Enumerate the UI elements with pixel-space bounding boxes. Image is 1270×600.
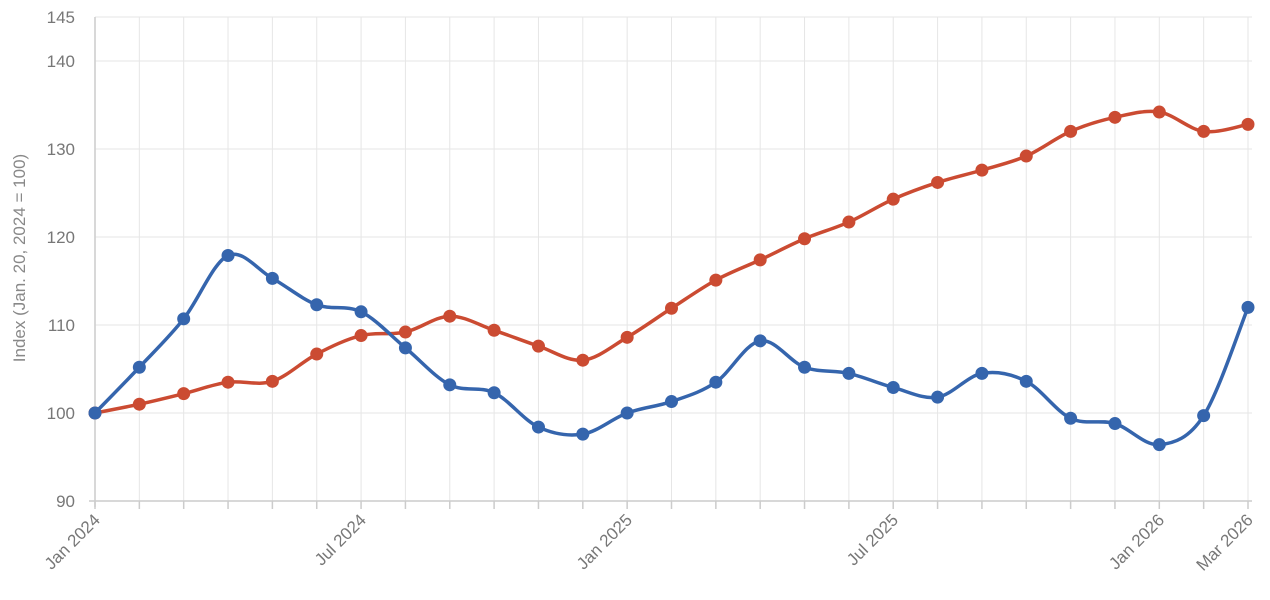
data-point[interactable] — [310, 298, 324, 312]
data-point[interactable] — [1019, 149, 1033, 163]
data-point[interactable] — [620, 330, 634, 344]
data-point[interactable] — [1108, 110, 1122, 124]
data-point[interactable] — [265, 271, 279, 285]
data-point[interactable] — [753, 334, 767, 348]
data-point[interactable] — [487, 323, 501, 337]
series-layer — [88, 105, 1255, 452]
y-tick-label: 140 — [47, 52, 75, 71]
data-point[interactable] — [886, 380, 900, 394]
data-point[interactable] — [132, 397, 146, 411]
data-point[interactable] — [88, 406, 102, 420]
y-tick-label: 110 — [48, 316, 75, 335]
x-tick-label: Jan 2025 — [573, 510, 636, 573]
data-point[interactable] — [443, 378, 457, 392]
y-tick-label: 100 — [47, 404, 75, 423]
data-point[interactable] — [1152, 105, 1166, 119]
data-point[interactable] — [1197, 124, 1211, 138]
x-tick-label: Jan 2024 — [41, 510, 104, 573]
grid-lines — [94, 16, 1252, 502]
data-point[interactable] — [310, 347, 324, 361]
x-tick-label: Mar 2026 — [1193, 510, 1257, 574]
data-point[interactable] — [443, 309, 457, 323]
series-2 — [88, 248, 1255, 452]
y-tick-label: 130 — [47, 140, 75, 159]
data-point[interactable] — [354, 305, 368, 319]
y-axis-label: Index (Jan. 20, 2024 = 100) — [10, 154, 29, 362]
data-point[interactable] — [487, 386, 501, 400]
data-point[interactable] — [798, 232, 812, 246]
y-tick-labels: 90 100 110 120 130 140 145 — [47, 8, 75, 511]
data-point[interactable] — [1241, 117, 1255, 131]
data-point[interactable] — [1108, 417, 1122, 431]
data-point[interactable] — [1064, 411, 1078, 425]
x-tick-label: Jul 2025 — [843, 510, 902, 569]
data-point[interactable] — [665, 395, 678, 409]
data-point[interactable] — [1064, 124, 1078, 138]
data-point[interactable] — [354, 329, 368, 343]
data-point[interactable] — [221, 375, 235, 389]
data-point[interactable] — [709, 273, 723, 287]
data-point[interactable] — [132, 360, 146, 374]
data-point[interactable] — [221, 248, 235, 262]
data-point[interactable] — [709, 375, 723, 389]
y-tick-label: 90 — [56, 492, 75, 511]
data-point[interactable] — [931, 175, 945, 189]
y-tick-label: 120 — [47, 228, 75, 247]
x-tick-labels: Jan 2024 Jul 2024 Jan 2025 Jul 2025 Jan 2026… — [41, 510, 1257, 574]
data-point[interactable] — [531, 339, 545, 353]
data-point[interactable] — [931, 390, 945, 404]
data-point[interactable] — [1019, 374, 1033, 388]
data-point[interactable] — [975, 366, 989, 380]
axes — [89, 17, 1252, 509]
x-tick-label: Jul 2024 — [311, 510, 370, 569]
data-point[interactable] — [1152, 438, 1166, 452]
data-point[interactable] — [842, 215, 856, 229]
series-1 — [88, 105, 1255, 420]
data-point[interactable] — [842, 366, 856, 380]
data-point[interactable] — [265, 374, 279, 388]
data-point[interactable] — [753, 253, 767, 267]
data-point[interactable] — [576, 427, 590, 441]
y-tick-label: 145 — [47, 8, 75, 27]
data-point[interactable] — [398, 325, 412, 339]
data-point[interactable] — [665, 301, 678, 315]
data-point[interactable] — [620, 406, 634, 420]
data-point[interactable] — [177, 387, 191, 401]
data-point[interactable] — [576, 353, 590, 367]
data-point[interactable] — [1197, 409, 1211, 423]
x-tick-label: Jan 2026 — [1105, 510, 1168, 573]
data-point[interactable] — [975, 163, 989, 177]
data-point[interactable] — [398, 341, 412, 355]
data-point[interactable] — [798, 360, 812, 374]
data-point[interactable] — [1241, 300, 1255, 314]
data-point[interactable] — [177, 312, 191, 326]
data-point[interactable] — [886, 192, 900, 206]
data-point[interactable] — [531, 420, 545, 434]
